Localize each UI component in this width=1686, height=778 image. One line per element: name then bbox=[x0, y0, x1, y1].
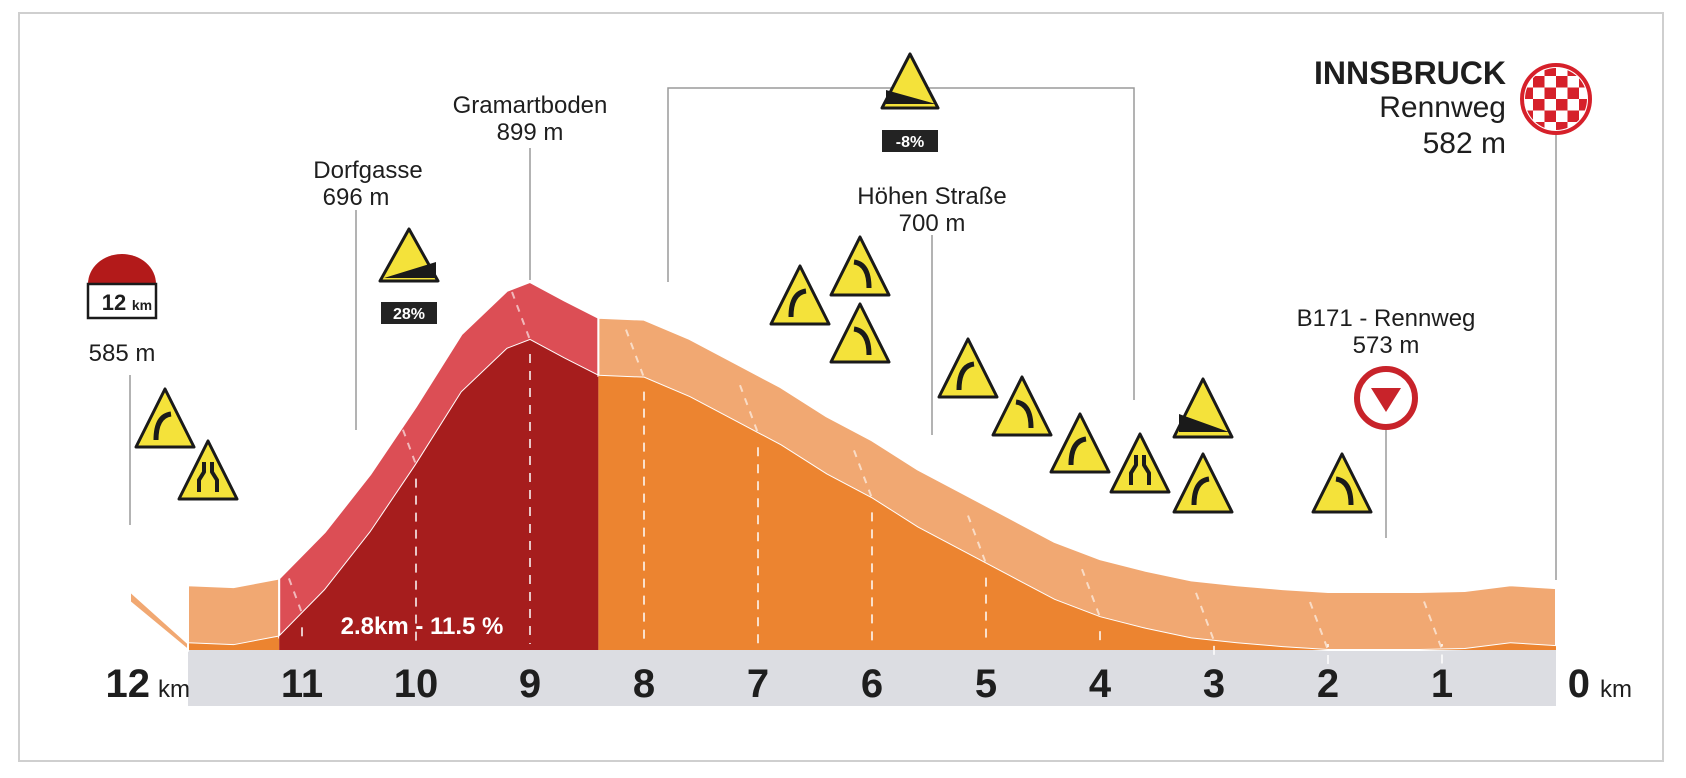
curve-right-warning-icon bbox=[1311, 452, 1373, 514]
km-dash-top-11 bbox=[283, 564, 303, 614]
km-unit-end: km bbox=[1600, 676, 1632, 703]
km-dash-top-10 bbox=[397, 416, 417, 465]
km-dash-top-7 bbox=[739, 384, 759, 434]
start-badge-number: 12 bbox=[102, 290, 126, 315]
hohen-strasse-elevation: 700 m bbox=[899, 210, 966, 237]
curve-left-warning-icon bbox=[937, 337, 999, 399]
descent-warning-icon bbox=[1172, 377, 1234, 439]
km-tick-9: 9 bbox=[519, 662, 541, 706]
yield-sign-icon bbox=[1354, 366, 1418, 430]
km-tick-5: 5 bbox=[975, 662, 997, 706]
km-dash-lines bbox=[283, 291, 1443, 664]
km-tick-10: 10 bbox=[394, 662, 439, 706]
km-tick-7: 7 bbox=[747, 662, 769, 706]
km-tick-8: 8 bbox=[633, 662, 655, 706]
km-tick-1: 1 bbox=[1431, 662, 1453, 706]
b171-elevation: 573 m bbox=[1353, 332, 1420, 359]
hohen-strasse-name: Höhen Straße bbox=[857, 183, 1006, 210]
profile-start-top-surface bbox=[187, 577, 281, 647]
km-tick-0: 0 bbox=[1568, 662, 1590, 706]
gradient-badge-28: 28% bbox=[393, 306, 425, 323]
km-unit-start: km bbox=[158, 676, 190, 703]
km-tick-6: 6 bbox=[861, 662, 883, 706]
km-tick-11: 11 bbox=[281, 662, 323, 706]
curve-right-warning-icon bbox=[829, 302, 891, 364]
gradient-sign-minus8: -8% bbox=[880, 52, 940, 152]
km-tick-12: 12 bbox=[106, 662, 151, 706]
km-dash-top-1 bbox=[1423, 601, 1443, 650]
profile-climb-front-face bbox=[279, 340, 599, 650]
finish-city: INNSBRUCK bbox=[1314, 55, 1506, 91]
gramartboden-name: Gramartboden bbox=[453, 92, 608, 119]
dorfgasse-elevation: 696 m bbox=[323, 184, 390, 211]
km-dash-top-6 bbox=[853, 450, 873, 499]
narrow-warning-icon bbox=[1109, 432, 1171, 494]
start-km-badge: 12 km bbox=[86, 254, 158, 320]
km-dash-top-4 bbox=[1081, 568, 1101, 618]
km-tick-2: 2 bbox=[1317, 662, 1339, 706]
gradient-sign-28: 28% bbox=[378, 227, 440, 324]
km-tick-3: 3 bbox=[1203, 662, 1225, 706]
gradient-badge-minus8: -8% bbox=[896, 134, 924, 151]
km-tick-labels: 12 11 10 9 8 7 6 5 4 3 2 1 0km km bbox=[106, 662, 1633, 706]
dorfgasse-name: Dorfgasse bbox=[313, 157, 422, 184]
curve-left-warning-icon bbox=[1049, 412, 1111, 474]
km-dash-top-5 bbox=[967, 515, 987, 564]
curve-right-warning-icon bbox=[991, 375, 1053, 437]
curve-right-warning-icon bbox=[829, 235, 891, 297]
climb-label: 2.8km - 11.5 % bbox=[341, 613, 504, 640]
profile-layer bbox=[129, 280, 1557, 653]
start-elevation-label: 585 m bbox=[89, 340, 156, 367]
gramartboden-elevation: 899 m bbox=[497, 119, 564, 146]
curve-left-warning-icon bbox=[1172, 452, 1234, 514]
profile-start-front-face bbox=[188, 636, 280, 650]
narrow-warning-icon bbox=[177, 439, 239, 501]
km-dash-top-2 bbox=[1309, 601, 1329, 651]
finish-elevation: 582 m bbox=[1423, 127, 1506, 160]
km-tick-4: 4 bbox=[1089, 662, 1112, 706]
finish-flag-icon bbox=[1520, 63, 1592, 135]
curve-left-warning-icon bbox=[134, 387, 196, 449]
profile-descent-front-face bbox=[598, 375, 1556, 650]
profile-start-side-cap bbox=[129, 589, 189, 653]
warning-signs bbox=[134, 235, 1373, 514]
km-dash-top-9 bbox=[511, 291, 531, 341]
km-dash-top-8 bbox=[625, 329, 645, 379]
finish-street: Rennweg bbox=[1379, 91, 1506, 124]
km-dash-top-3 bbox=[1195, 592, 1215, 642]
b171-name: B171 - Rennweg bbox=[1297, 305, 1476, 332]
start-badge-unit: km bbox=[132, 297, 152, 313]
curve-left-warning-icon bbox=[769, 264, 831, 326]
